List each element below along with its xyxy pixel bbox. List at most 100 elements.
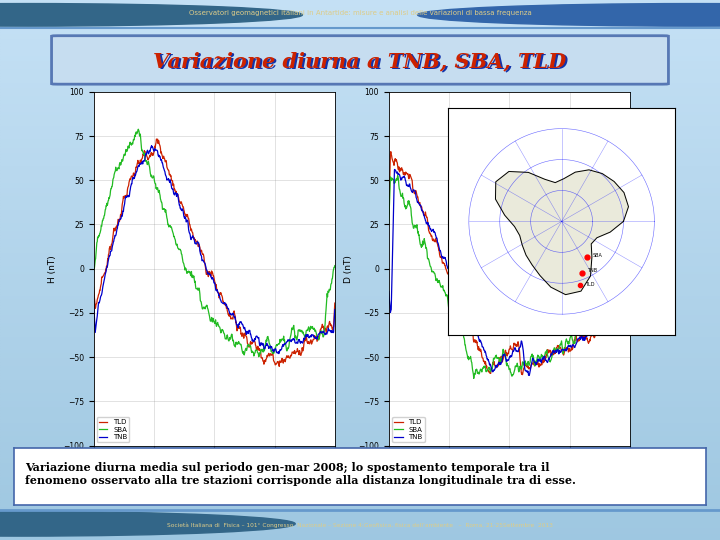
Text: Variazione diurna a TNB, SBA, TLD: Variazione diurna a TNB, SBA, TLD (155, 53, 568, 73)
Bar (0, 470, 720, 472)
Bar (0, 65, 720, 68)
Y-axis label: H (nT): H (nT) (48, 255, 58, 282)
Bar (0, 483, 720, 486)
Bar (0, 62, 720, 65)
X-axis label: UT (hours): UT (hours) (191, 470, 238, 479)
Bar (0, 103, 720, 105)
TLD (330, 300, 339, 306)
TLD (275, 363, 284, 369)
Bar (0, 148, 720, 151)
Bar (0, 267, 720, 270)
Bar (0, 467, 720, 470)
Bar (0, 238, 720, 240)
Bar (0, 456, 720, 459)
TLD (89, 284, 98, 291)
TLD (152, 136, 161, 142)
Bar (0, 537, 720, 540)
Bar (0, 270, 720, 273)
Bar (0, 319, 720, 321)
TNB (626, 293, 634, 300)
Bar (0, 437, 720, 440)
Bar (0, 76, 720, 78)
TLD (199, 251, 207, 257)
Bar (0, 92, 720, 94)
Bar (0, 40, 720, 43)
Bar (0, 54, 720, 57)
Bar (0, 513, 720, 516)
Text: Osservatori geomagnetici italiani in Antartide: misure e analisi delle variazion: Osservatori geomagnetici italiani in Ant… (189, 10, 531, 16)
TLD (271, 361, 280, 368)
Text: SBA: SBA (593, 253, 603, 258)
TLD (518, 372, 527, 378)
Bar (0, 413, 720, 416)
Bar (0, 194, 720, 197)
SBA (199, 305, 207, 312)
TLD (428, 233, 436, 239)
TLD (528, 360, 536, 367)
SBA (618, 161, 627, 167)
Y-axis label: D (nT): D (nT) (343, 255, 353, 282)
Legend: TLD, SBA, TNB: TLD, SBA, TNB (392, 417, 425, 442)
SBA (271, 342, 280, 349)
Bar (0, 192, 720, 194)
TLD (626, 274, 634, 280)
Bar (0, 108, 720, 111)
X-axis label: UT (hours): UT (hours) (486, 470, 533, 479)
Bar (0, 526, 720, 529)
Text: Società Italiana di  Fisica – 101° Congresso  Nazionale – Sezione 4:Geofisica, f: Società Italiana di Fisica – 101° Congre… (167, 523, 553, 528)
Bar (0, 302, 720, 305)
Bar (0, 497, 720, 500)
Bar (0, 232, 720, 235)
Bar (0, 8, 720, 11)
SBA (251, 350, 259, 356)
Bar (0, 259, 720, 262)
SBA (89, 267, 98, 274)
Line: TLD: TLD (94, 139, 335, 366)
Bar (0, 489, 720, 491)
Bar (0, 443, 720, 445)
Line: TNB: TNB (389, 170, 630, 375)
Bar (0, 362, 720, 364)
Bar (0, 297, 720, 300)
Bar (0, 305, 720, 308)
Bar (0, 508, 720, 510)
Bar (0, 5, 720, 8)
TNB (494, 360, 503, 367)
SBA (546, 359, 554, 365)
Bar (0, 335, 720, 338)
Bar (0, 516, 720, 518)
Bar (0, 213, 720, 216)
Bar (0, 224, 720, 227)
Bar (0, 373, 720, 375)
Bar (0, 375, 720, 378)
Bar (0, 451, 720, 454)
Text: Variazione diurna media sul periodo gen-mar 2008; lo spostamento temporale tra i: Variazione diurna media sul periodo gen-… (24, 462, 576, 485)
Bar (0, 310, 720, 313)
Bar (0, 308, 720, 310)
Bar (0, 286, 720, 289)
Bar (0, 219, 720, 221)
Bar (0, 432, 720, 435)
TNB (152, 147, 161, 153)
Text: TLD: TLD (585, 282, 595, 287)
SBA (469, 375, 478, 382)
TLD (447, 275, 456, 282)
Bar (0, 265, 720, 267)
SBA (494, 354, 503, 361)
Bar (0, 505, 720, 508)
TLD (232, 319, 240, 326)
Bar (0, 383, 720, 386)
SBA (232, 339, 240, 346)
Bar (0, 178, 720, 181)
TLD (132, 164, 140, 171)
Line: TLD: TLD (389, 152, 630, 375)
TNB (148, 143, 156, 149)
Bar (0, 162, 720, 165)
Bar (0, 113, 720, 116)
Bar (0, 292, 720, 294)
Bar (0, 14, 720, 16)
SBA (427, 266, 436, 273)
TLD (546, 348, 555, 354)
TLD (567, 347, 575, 353)
Bar (0, 491, 720, 494)
